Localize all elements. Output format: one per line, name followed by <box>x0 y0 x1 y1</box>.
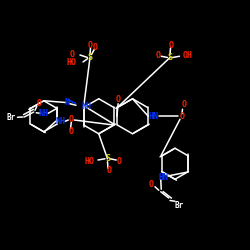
Text: O: O <box>117 157 122 166</box>
Text: Br: Br <box>174 200 184 209</box>
Text: HN: HN <box>149 112 159 121</box>
Text: O: O <box>93 42 98 51</box>
Text: O: O <box>69 128 74 136</box>
Text: O: O <box>156 50 160 59</box>
Text: O: O <box>36 100 41 108</box>
Text: OH: OH <box>182 50 192 59</box>
Text: S: S <box>168 53 172 62</box>
Text: O: O <box>149 180 154 189</box>
Text: O: O <box>169 41 174 50</box>
Text: HN: HN <box>159 173 169 182</box>
Text: O: O <box>69 116 74 124</box>
Text: NH: NH <box>39 109 49 118</box>
Text: HO: HO <box>66 58 76 67</box>
Text: S: S <box>105 154 110 163</box>
Text: S: S <box>88 53 92 62</box>
Text: NH: NH <box>82 102 92 111</box>
Text: O: O <box>181 100 186 109</box>
Text: Br: Br <box>6 113 16 122</box>
Text: HO: HO <box>84 157 94 166</box>
Text: N: N <box>64 98 70 107</box>
Text: O: O <box>180 112 185 121</box>
Text: O: O <box>88 41 93 50</box>
Text: O: O <box>69 50 74 59</box>
Text: O: O <box>106 166 111 175</box>
Text: O: O <box>116 96 121 104</box>
Text: NH: NH <box>56 117 66 126</box>
